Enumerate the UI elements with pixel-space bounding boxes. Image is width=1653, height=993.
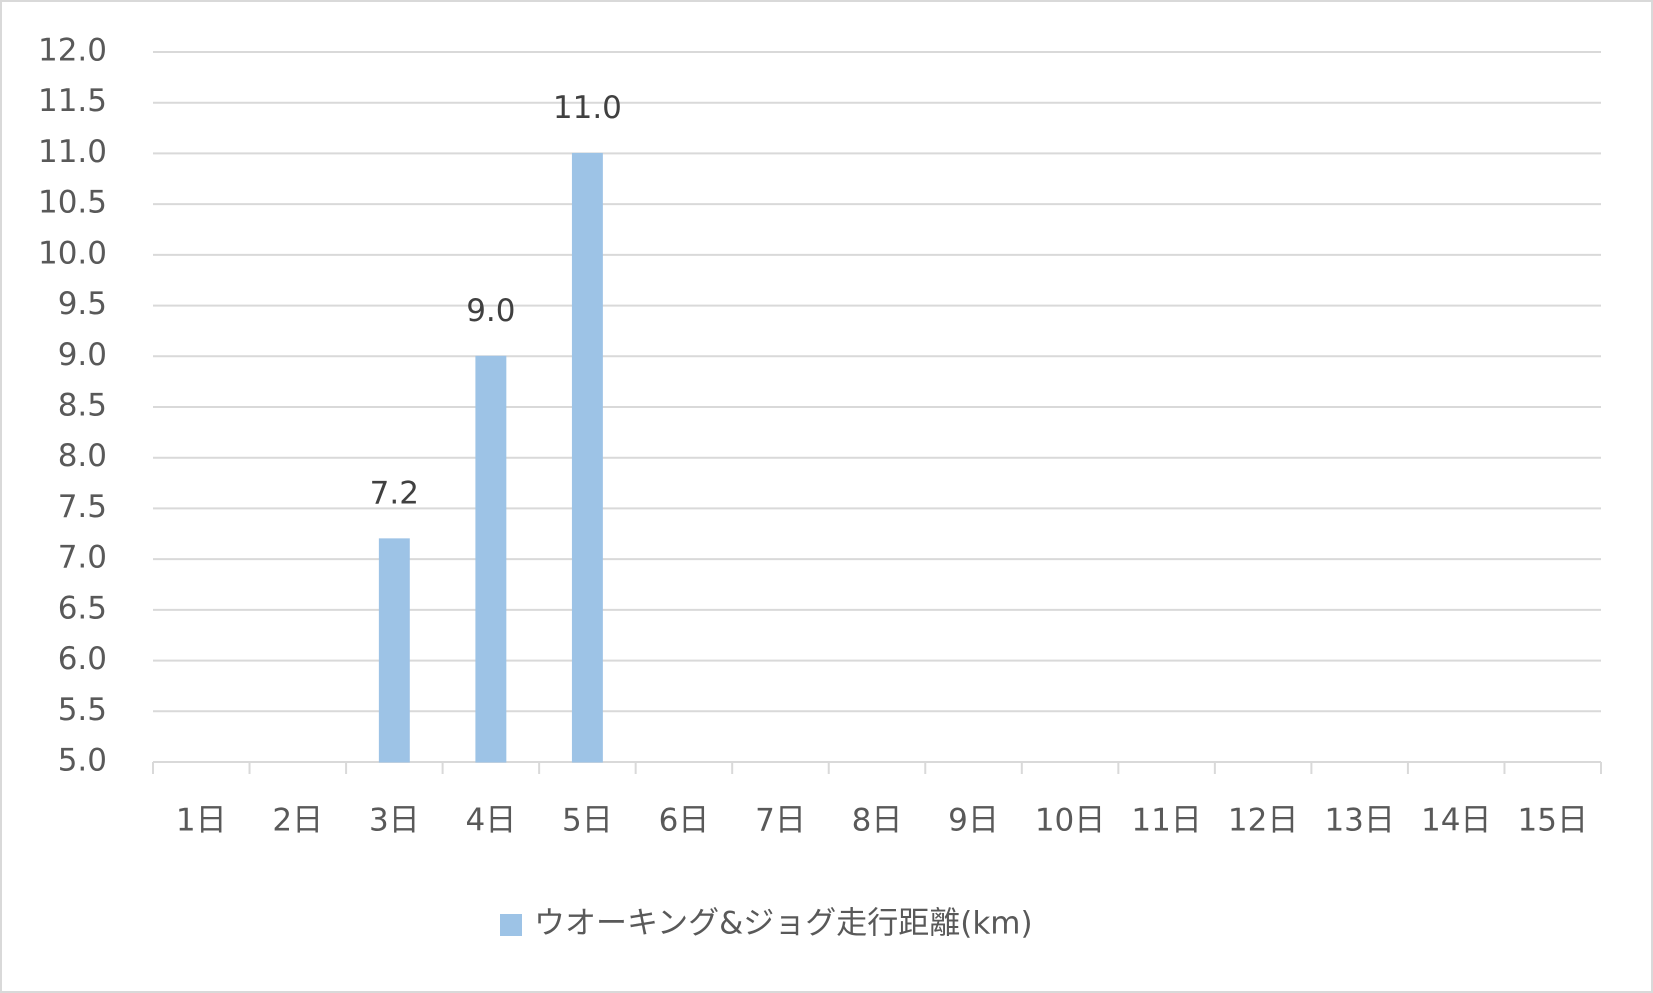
- y-tick-label: 6.5: [58, 590, 107, 626]
- x-tick-label: 6日: [659, 803, 710, 839]
- bar: [378, 538, 410, 763]
- x-tick-label: 5日: [562, 803, 613, 839]
- y-tick-label: 7.5: [58, 489, 107, 525]
- legend-swatch: [500, 914, 522, 936]
- y-tick-label: 11.5: [38, 83, 107, 119]
- y-tick-label: 8.0: [58, 438, 107, 474]
- data-label: 7.2: [370, 475, 419, 511]
- y-tick-label: 11.0: [38, 134, 107, 170]
- data-label: 9.0: [466, 293, 515, 329]
- x-tick-label: 11日: [1131, 803, 1201, 839]
- x-tick-label: 13日: [1324, 803, 1394, 839]
- x-tick-label: 12日: [1228, 803, 1298, 839]
- y-tick-label: 6.0: [58, 641, 107, 677]
- y-tick-label: 5.0: [58, 743, 107, 779]
- x-tick-label: 8日: [852, 803, 903, 839]
- y-tick-label: 9.5: [58, 286, 107, 322]
- y-tick-label: 7.0: [58, 540, 107, 576]
- x-tick-label: 15日: [1518, 803, 1588, 839]
- x-tick-label: 3日: [369, 803, 420, 839]
- x-tick-label: 9日: [948, 803, 999, 839]
- y-tick-label: 10.5: [38, 185, 107, 221]
- x-tick-label: 4日: [465, 803, 516, 839]
- legend-label: ウオーキング&ジョグ走行距離(km): [534, 906, 1033, 942]
- data-label: 11.0: [553, 90, 622, 126]
- x-tick-label: 2日: [272, 803, 323, 839]
- bar: [475, 355, 507, 763]
- x-tick-label: 7日: [755, 803, 806, 839]
- x-tick-label: 10日: [1035, 803, 1105, 839]
- y-tick-label: 5.5: [58, 692, 107, 728]
- y-tick-label: 8.5: [58, 388, 107, 424]
- x-tick-label: 1日: [176, 803, 227, 839]
- bar: [571, 152, 603, 763]
- y-tick-label: 10.0: [38, 235, 107, 271]
- y-tick-label: 12.0: [38, 33, 107, 69]
- y-tick-label: 9.0: [58, 337, 107, 373]
- x-tick-label: 14日: [1421, 803, 1491, 839]
